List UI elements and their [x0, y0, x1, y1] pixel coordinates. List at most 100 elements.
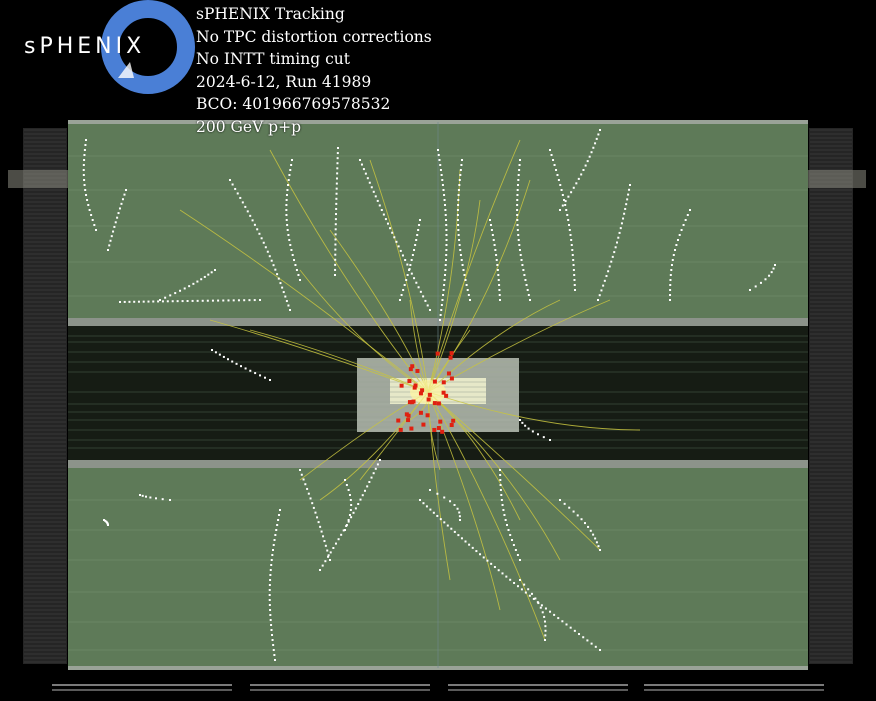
tpc-cluster: [509, 578, 512, 581]
tpc-cluster: [268, 604, 271, 606]
event-caption: sPHENIX Tracking No TPC distortion corre…: [196, 3, 432, 138]
tpc-cluster: [439, 319, 441, 321]
tpc-cluster: [491, 234, 494, 236]
tpc-cluster: [438, 159, 441, 161]
tpc-cluster: [458, 515, 461, 518]
tpc-cluster: [490, 229, 493, 231]
tpc-cluster: [524, 591, 527, 594]
tpc-cluster: [271, 639, 274, 641]
tpc-cluster: [410, 259, 413, 261]
tpc-cluster: [605, 275, 608, 278]
tpc-cluster: [475, 550, 478, 553]
tpc-cluster: [445, 249, 448, 251]
track-fit: [427, 391, 601, 551]
tpc-cluster: [342, 529, 345, 532]
tpc-cluster: [518, 169, 521, 171]
tpc-cluster: [670, 269, 673, 271]
tpc-cluster: [471, 546, 474, 549]
tpc-cluster: [516, 194, 519, 196]
tpc-cluster: [524, 424, 527, 427]
tpc-cluster: [549, 439, 551, 441]
tpc-cluster: [109, 239, 112, 242]
caption-line-date-run: 2024-6-12, Run 41989: [196, 72, 372, 91]
tpc-cluster: [542, 436, 545, 439]
tpc-cluster: [287, 184, 290, 186]
tpc-cluster: [334, 258, 337, 261]
tpc-cluster: [284, 295, 287, 298]
tpc-cluster: [322, 535, 325, 538]
tpc-cluster: [288, 174, 291, 176]
tpc-cluster: [84, 144, 87, 146]
silicon-hit: [436, 401, 441, 406]
tpc-cluster: [567, 195, 570, 198]
tpc-cluster: [348, 514, 351, 516]
silicon-hit: [426, 397, 431, 402]
tpc-cluster: [494, 249, 497, 251]
tpc-cluster: [118, 207, 121, 210]
tpc-cluster: [560, 189, 563, 191]
tpc-cluster: [563, 502, 566, 505]
tpc-cluster: [413, 249, 416, 251]
tpc-cluster: [268, 255, 271, 258]
tpc-cluster: [285, 300, 288, 303]
tpc-cluster: [363, 489, 366, 492]
tpc-cluster: [586, 639, 589, 642]
tpc-cluster: [592, 146, 595, 149]
tpc-cluster: [359, 159, 361, 161]
tpc-cluster: [364, 172, 367, 175]
tpc-cluster: [509, 534, 512, 536]
tpc-cluster: [368, 481, 371, 483]
tpc-cluster: [82, 169, 85, 171]
tpc-cluster: [461, 159, 463, 161]
tpc-cluster: [236, 192, 239, 195]
tpc-cluster: [578, 633, 581, 636]
tpc-cluster: [400, 294, 403, 296]
tpc-cluster: [334, 243, 337, 246]
silicon-hit: [398, 427, 403, 432]
tpc-cluster: [334, 263, 337, 266]
tpc-cluster: [95, 229, 97, 231]
tpc-cluster: [532, 597, 535, 600]
endcap-flange: [8, 170, 80, 188]
tpc-cluster: [253, 299, 256, 302]
tpc-cluster: [85, 139, 87, 141]
tpc-cluster: [142, 300, 145, 303]
tpc-cluster: [411, 254, 414, 256]
silicon-hits: [396, 351, 456, 434]
tpc-cluster: [174, 292, 177, 295]
tpc-cluster: [770, 271, 773, 274]
tpc-cluster: [285, 214, 288, 216]
tpc-cluster: [443, 521, 446, 524]
tpc-cluster: [200, 278, 203, 281]
tpc-cluster: [203, 275, 206, 278]
tpc-cluster: [218, 353, 221, 356]
tpc-cluster: [443, 199, 446, 201]
tpc-cluster: [572, 186, 575, 189]
tpc-cluster: [269, 614, 272, 616]
tpc-cluster: [88, 209, 91, 211]
tpc-cluster: [537, 602, 540, 605]
rail: [644, 684, 824, 686]
tpc-cluster: [107, 249, 109, 251]
tpc-cluster: [344, 479, 346, 481]
tpc-cluster: [139, 494, 141, 496]
tpc-cluster: [83, 184, 86, 186]
tpc-cluster: [336, 172, 339, 175]
tpc-cluster: [516, 189, 519, 191]
tpc-cluster: [531, 430, 534, 433]
tpc-cluster: [526, 289, 529, 291]
tpc-cluster: [519, 579, 521, 581]
tpc-cluster: [319, 569, 321, 571]
tpc-cluster: [239, 196, 242, 199]
tpc-cluster: [527, 427, 530, 430]
tpc-cluster: [457, 229, 460, 231]
tpc-cluster: [460, 537, 463, 540]
tpc-cluster: [445, 219, 448, 221]
tpc-cluster: [549, 149, 551, 151]
tpc-cluster: [534, 597, 537, 600]
tpc-cluster: [334, 238, 337, 241]
tpc-cluster: [669, 289, 672, 291]
tpc-cluster: [366, 177, 369, 180]
tpc-cluster: [335, 177, 338, 180]
silicon-hit: [427, 392, 432, 397]
